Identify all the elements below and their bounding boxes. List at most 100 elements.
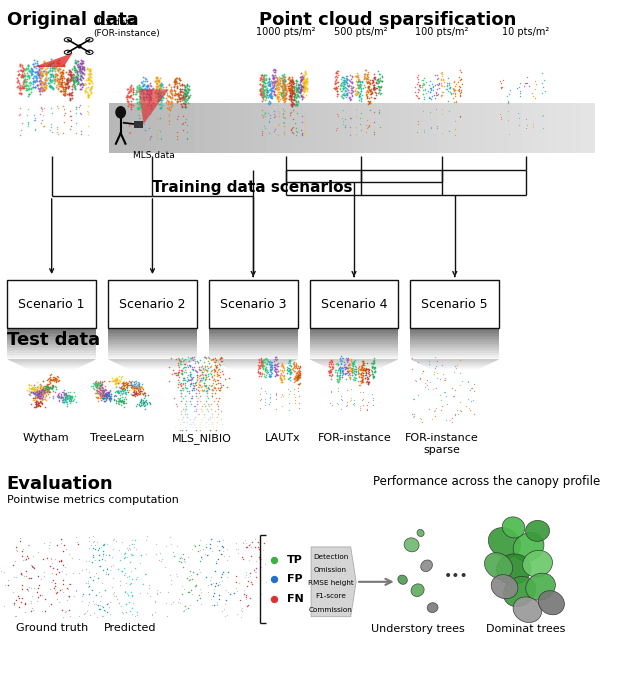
Point: [284, 73, 294, 84]
Point: [166, 87, 176, 99]
Point: [71, 586, 81, 597]
Point: [73, 59, 83, 70]
Polygon shape: [410, 331, 499, 333]
Point: [52, 69, 62, 80]
Point: [285, 108, 295, 119]
Point: [36, 66, 46, 77]
Point: [190, 379, 200, 390]
Point: [255, 395, 265, 406]
Point: [54, 63, 65, 74]
Point: [259, 85, 269, 96]
Point: [289, 82, 299, 94]
Point: [261, 369, 271, 380]
Point: [58, 73, 68, 84]
Point: [269, 85, 279, 96]
Point: [75, 79, 85, 90]
Point: [346, 354, 356, 366]
Point: [258, 360, 268, 371]
Point: [204, 358, 214, 369]
Point: [30, 67, 40, 78]
Point: [370, 86, 380, 97]
Point: [86, 75, 96, 87]
Point: [289, 77, 299, 88]
Point: [173, 369, 183, 380]
Point: [161, 82, 172, 93]
Point: [350, 366, 360, 377]
Point: [179, 605, 189, 616]
Point: [362, 363, 372, 375]
Point: [131, 381, 141, 392]
Point: [38, 566, 49, 577]
Point: [93, 542, 104, 554]
Point: [356, 80, 367, 91]
Point: [285, 90, 295, 101]
Point: [335, 368, 345, 379]
Point: [277, 391, 287, 402]
Point: [134, 396, 145, 408]
Point: [177, 79, 188, 90]
Point: [338, 368, 348, 380]
Point: [65, 387, 76, 398]
Point: [166, 85, 177, 96]
Point: [346, 366, 356, 377]
Point: [58, 60, 68, 71]
Point: [415, 82, 425, 93]
Point: [32, 66, 42, 78]
Point: [184, 414, 195, 425]
Point: [117, 394, 127, 405]
Point: [270, 370, 280, 382]
Point: [324, 357, 335, 368]
Point: [189, 541, 200, 552]
Point: [134, 384, 144, 396]
Point: [331, 124, 341, 136]
Point: [31, 391, 42, 403]
Point: [39, 380, 49, 391]
Point: [76, 75, 86, 86]
Point: [46, 82, 56, 93]
Point: [180, 408, 190, 419]
Point: [42, 386, 52, 397]
Point: [138, 396, 148, 408]
Point: [172, 370, 182, 381]
Point: [113, 386, 123, 397]
Point: [291, 359, 301, 370]
Point: [24, 65, 34, 76]
Point: [433, 72, 444, 83]
Text: Performance across the canopy profile: Performance across the canopy profile: [372, 475, 600, 488]
Point: [176, 390, 186, 401]
Point: [294, 362, 304, 373]
Point: [51, 373, 61, 384]
Point: [179, 355, 189, 366]
Point: [294, 398, 304, 409]
Point: [23, 70, 33, 81]
Point: [82, 105, 92, 116]
Point: [291, 96, 301, 107]
Point: [32, 392, 42, 403]
Point: [174, 72, 184, 83]
Point: [164, 104, 175, 115]
Point: [131, 380, 141, 391]
Point: [100, 389, 111, 400]
Point: [342, 399, 352, 410]
Point: [337, 352, 348, 363]
Point: [81, 82, 91, 93]
Point: [161, 85, 172, 96]
Point: [277, 359, 287, 370]
Point: [276, 88, 286, 99]
Point: [265, 113, 275, 124]
Point: [271, 393, 281, 404]
Point: [297, 73, 307, 85]
Point: [185, 574, 195, 585]
Point: [345, 359, 355, 370]
Point: [51, 584, 61, 596]
Point: [290, 365, 300, 376]
Polygon shape: [321, 364, 387, 366]
Polygon shape: [141, 375, 164, 376]
Point: [129, 379, 139, 390]
Point: [324, 369, 335, 380]
Point: [258, 75, 268, 87]
Polygon shape: [49, 379, 54, 380]
Point: [102, 391, 113, 402]
Point: [216, 351, 227, 362]
Point: [56, 391, 66, 402]
